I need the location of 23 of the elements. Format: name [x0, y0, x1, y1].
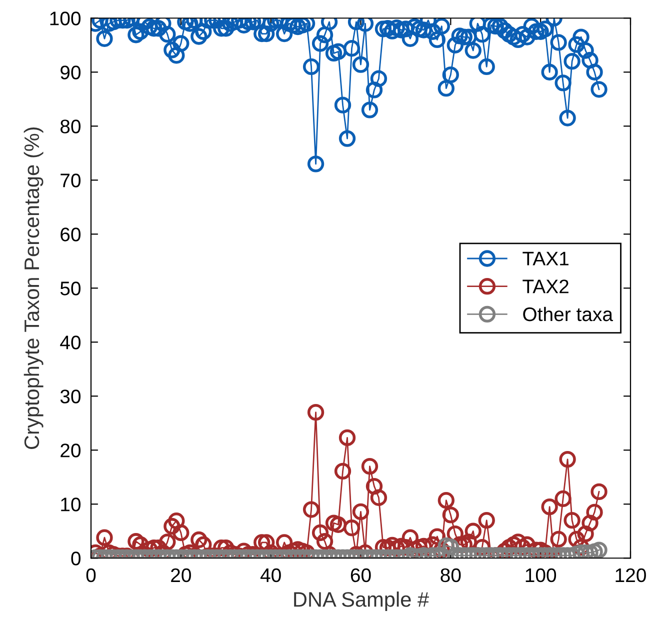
legend-label: TAX1: [522, 252, 568, 266]
x-tick-label: 0: [86, 568, 96, 582]
y-tick-label: 40: [60, 336, 81, 350]
x-tick-label: 60: [350, 568, 371, 582]
x-tick-label: 100: [526, 568, 556, 582]
x-tick-label: 120: [616, 568, 646, 582]
y-tick-label: 30: [60, 390, 81, 404]
y-tick-label: 0: [71, 552, 81, 566]
y-tick-label: 70: [60, 174, 81, 188]
y-tick-label: 60: [60, 228, 81, 242]
y-tick-label: 50: [60, 282, 81, 296]
x-axis-title: DNA Sample #: [294, 592, 429, 611]
x-tick-label: 40: [260, 568, 281, 582]
y-tick-label: 90: [60, 66, 81, 80]
y-axis-title: Cryptophyte Taxon Percentage (%): [24, 127, 44, 449]
y-tick-label: 10: [61, 498, 81, 512]
x-tick-label: 20: [171, 568, 191, 582]
legend-label: TAX2: [522, 280, 568, 294]
legend-label: Other taxa: [523, 306, 614, 322]
y-tick-label: 100: [50, 12, 81, 26]
y-tick-label: 20: [60, 444, 81, 458]
x-tick-label: 80: [440, 568, 461, 582]
y-tick-label: 80: [60, 120, 81, 134]
